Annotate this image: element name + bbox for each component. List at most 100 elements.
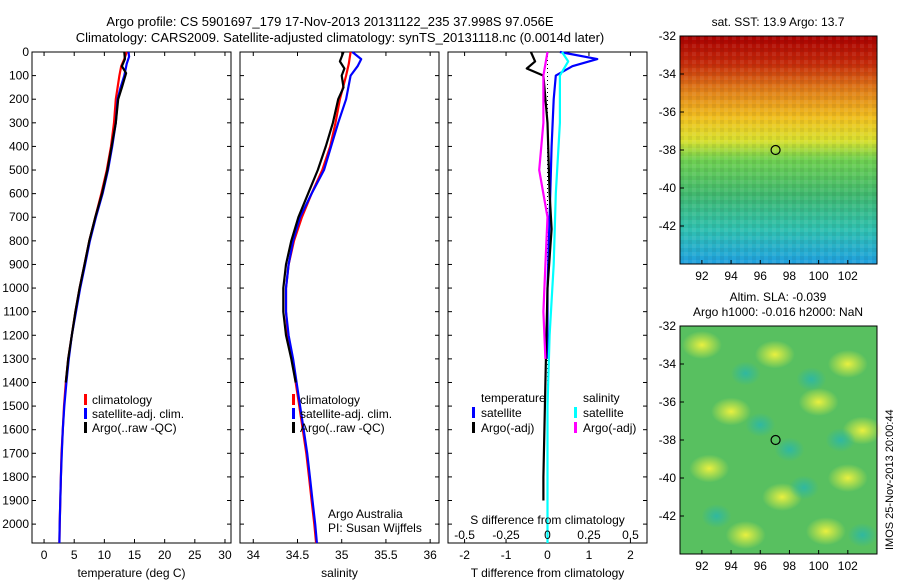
legend-swatch bbox=[84, 394, 87, 405]
salinity-xtick-label: 34 bbox=[247, 548, 261, 562]
sst-texture bbox=[680, 36, 877, 264]
sla-map-title1: Altim. SLA: -0.039 bbox=[730, 290, 827, 304]
map-ytick-label: -38 bbox=[659, 143, 677, 157]
header-line2: Climatology: CARS2009. Satellite-adjuste… bbox=[76, 30, 604, 45]
depth-tick-label: 1500 bbox=[2, 399, 29, 413]
legend-label: satellite bbox=[583, 406, 624, 420]
legend-label: climatology bbox=[92, 393, 152, 407]
map-ytick-label: -40 bbox=[659, 471, 677, 485]
temperature-xtick-label: 15 bbox=[128, 548, 142, 562]
sla-low-spot bbox=[789, 475, 820, 500]
argo-position-marker bbox=[770, 144, 781, 156]
map-xtick-label: 100 bbox=[809, 269, 829, 283]
temperature-xlabel: temperature (deg C) bbox=[77, 566, 185, 580]
map-xtick-label: 102 bbox=[838, 559, 858, 573]
salinity-xtick-label: 35.5 bbox=[374, 548, 398, 562]
legend-label: Argo(..raw -QC) bbox=[92, 421, 177, 435]
map-ytick-label: -42 bbox=[659, 509, 677, 523]
difference-panel: -2 -1 0 1 2T difference from climatology temp… bbox=[447, 50, 648, 580]
depth-tick-label: 700 bbox=[9, 210, 29, 224]
sla-high-spot bbox=[754, 340, 795, 369]
annotation-line2: PI: Susan Wijffels bbox=[328, 521, 422, 535]
sla-low-spot bbox=[825, 428, 856, 452]
legend-swatch bbox=[84, 408, 87, 419]
legend-label: Argo(-adj) bbox=[481, 421, 534, 435]
legend-swatch bbox=[574, 422, 577, 433]
salinity-xtick-label: 36 bbox=[423, 548, 437, 562]
salinity-diff-tick-label: 0.5 bbox=[622, 528, 639, 542]
sla-low-spot bbox=[701, 504, 732, 528]
series-line-satellite bbox=[546, 51, 570, 543]
sst-map-title: sat. SST: 13.9 Argo: 13.7 bbox=[712, 15, 845, 29]
legend-swatch bbox=[292, 408, 295, 419]
sla-low-spot bbox=[796, 367, 827, 392]
salinity-xlabel: salinity bbox=[321, 566, 358, 580]
map-ytick-label: -36 bbox=[659, 395, 677, 409]
map-xtick-label: 92 bbox=[695, 559, 709, 573]
map-xtick-label: 102 bbox=[838, 269, 858, 283]
argo-position-marker bbox=[770, 434, 781, 446]
header-line1: Argo profile: CS 5901697_179 17-Nov-2013… bbox=[106, 14, 553, 29]
depth-tick-label: 1100 bbox=[3, 305, 29, 319]
depth-tick-label: 100 bbox=[9, 69, 29, 83]
sla-high-spot bbox=[711, 397, 752, 426]
map-xtick-label: 94 bbox=[724, 269, 738, 283]
depth-tick-label: 1900 bbox=[2, 494, 29, 508]
temperature-xtick-label: 10 bbox=[98, 548, 112, 562]
legend-label: satellite-adj. clim. bbox=[300, 407, 392, 421]
depth-tick-label: 1000 bbox=[2, 281, 29, 295]
legend-label: satellite-adj. clim. bbox=[92, 407, 184, 421]
legend-swatch bbox=[472, 407, 475, 418]
depth-tick-label: 300 bbox=[9, 116, 29, 130]
series-line-argo-adj- bbox=[525, 51, 553, 501]
depth-tick-label: 2000 bbox=[2, 517, 29, 531]
depth-tick-label: 1700 bbox=[2, 446, 29, 460]
depth-tick-label: 800 bbox=[9, 234, 29, 248]
salinity-diff-tick-label: -0.5 bbox=[454, 528, 475, 542]
sla-high-spot bbox=[827, 350, 868, 378]
difference-xlabel: T difference from climatology bbox=[471, 566, 625, 580]
salinity-panel: 34 34.5 35 35.5 36 salinity climatologysatelli… bbox=[239, 51, 440, 580]
map-xtick-label: 94 bbox=[724, 559, 738, 573]
temperature-frame bbox=[31, 51, 232, 544]
temperature-xtick-label: 25 bbox=[188, 548, 202, 562]
legend-temp-title: temperature bbox=[481, 391, 546, 405]
sst-map: sat. SST: 13.9 Argo: 13.7 92 94 96 98 100 102… bbox=[659, 15, 878, 283]
depth-tick-label: 200 bbox=[9, 92, 29, 106]
map-ytick-label: -40 bbox=[659, 181, 677, 195]
legend-sal-title: salinity bbox=[583, 391, 620, 405]
map-ytick-label: -32 bbox=[659, 29, 677, 43]
sla-low-spot bbox=[847, 523, 878, 547]
depth-tick-label: 1600 bbox=[2, 423, 29, 437]
map-xtick-label: 96 bbox=[754, 269, 768, 283]
salinity-diff-tick-label: 0 bbox=[544, 528, 551, 542]
map-xtick-label: 96 bbox=[754, 559, 768, 573]
temperature-xtick-label: 20 bbox=[158, 548, 172, 562]
legend-label: Argo(..raw -QC) bbox=[300, 421, 385, 435]
sla-anomaly-spots bbox=[681, 331, 883, 549]
depth-tick-label: 500 bbox=[9, 163, 29, 177]
map-ytick-label: -38 bbox=[659, 433, 677, 447]
salinity-diff-tick-label: -0.25 bbox=[492, 528, 520, 542]
depth-tick-label: 1200 bbox=[2, 328, 29, 342]
legend-label: climatology bbox=[300, 393, 360, 407]
temperature-xtick-label: 30 bbox=[218, 548, 232, 562]
depth-tick-label: 900 bbox=[9, 257, 29, 271]
legend-swatch bbox=[292, 422, 295, 433]
sla-map: Altim. SLA: -0.039 Argo h1000: -0.016 h2… bbox=[659, 290, 896, 573]
legend-label: Argo(-adj) bbox=[583, 421, 636, 435]
top-label: S difference from climatology bbox=[470, 513, 625, 527]
depth-tick-label: 600 bbox=[9, 187, 29, 201]
map-ytick-label: -34 bbox=[659, 357, 677, 371]
map-ytick-label: -36 bbox=[659, 105, 677, 119]
depth-tick-label: 400 bbox=[9, 139, 29, 153]
difference-xtick-label: 0 bbox=[544, 548, 551, 562]
difference-xtick-label: 2 bbox=[627, 548, 634, 562]
salinity-xtick-label: 35 bbox=[335, 548, 349, 562]
salinity-diff-tick-label: 0.25 bbox=[577, 528, 601, 542]
map-ytick-label: -42 bbox=[659, 219, 677, 233]
map-xtick-label: 98 bbox=[783, 559, 797, 573]
series-line-argo-adj- bbox=[538, 51, 549, 359]
legend-label: satellite bbox=[481, 406, 522, 420]
